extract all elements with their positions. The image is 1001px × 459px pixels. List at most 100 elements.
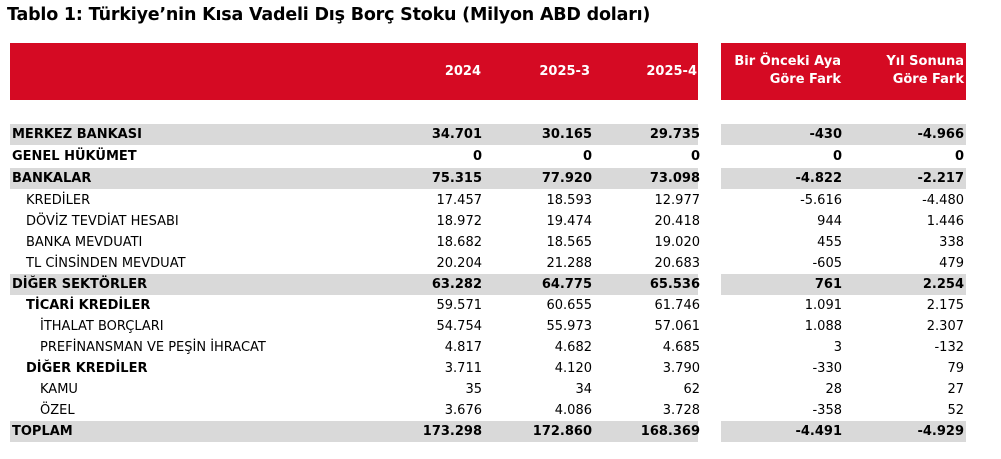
cell-yearly-diff: 2.307 — [926, 319, 964, 334]
header-col-2025-4: 2025-4 — [646, 64, 697, 79]
cell-monthly-diff: -605 — [812, 256, 842, 271]
row-label: BANKALAR — [12, 171, 92, 186]
cell-yearly-diff: 479 — [939, 256, 964, 271]
cell-2025-4: 20.683 — [654, 256, 701, 271]
cell-yearly-diff: -4.480 — [922, 193, 964, 208]
cell-2025-4: 3.790 — [662, 361, 700, 376]
table-row-tl-mevduat: TL CİNSİNDEN MEVDUAT 20.204 21.288 20.68… — [10, 253, 966, 274]
cell-2024: 35 — [465, 382, 482, 397]
cell-2025-4: 61.746 — [654, 298, 701, 313]
cell-2025-4: 57.061 — [654, 319, 701, 334]
row-label: TL CİNSİNDEN MEVDUAT — [26, 256, 186, 271]
cell-2025-3: 0 — [582, 149, 592, 164]
header-col-monthly-diff: Bir Önceki Aya Göre Fark — [734, 53, 841, 89]
cell-2024: 3.711 — [444, 361, 482, 376]
table-row-kamu: KAMU 35 34 62 28 27 — [10, 379, 966, 400]
table-row-toplam: TOPLAM 173.298 172.860 168.369 -4.491 -4… — [10, 421, 966, 442]
table-row-diger-sektorler: DİĞER SEKTÖRLER 63.282 64.775 65.536 761… — [10, 274, 966, 295]
header-col-2024: 2024 — [444, 64, 481, 79]
row-label: DİĞER SEKTÖRLER — [12, 277, 148, 292]
row-label: ÖZEL — [40, 403, 75, 418]
cell-2025-3: 30.165 — [541, 127, 592, 142]
cell-2024: 18.682 — [436, 235, 483, 250]
cell-2025-3: 4.682 — [554, 340, 592, 355]
row-label: DÖVİZ TEVDİAT HESABI — [26, 214, 179, 229]
cell-2025-4: 4.685 — [662, 340, 700, 355]
header-col-2025-3: 2025-3 — [539, 64, 590, 79]
cell-2024: 4.817 — [444, 340, 482, 355]
cell-2024: 34.701 — [431, 127, 482, 142]
cell-2024: 63.282 — [431, 277, 482, 292]
cell-yearly-diff: -132 — [934, 340, 964, 355]
cell-2025-4: 65.536 — [649, 277, 700, 292]
cell-yearly-diff: 27 — [947, 382, 964, 397]
cell-yearly-diff: -4.966 — [917, 127, 964, 142]
table-row-ozel: ÖZEL 3.676 4.086 3.728 -358 52 — [10, 400, 966, 421]
table-row-bankalar: BANKALAR 75.315 77.920 73.098 -4.822 -2.… — [10, 168, 966, 189]
cell-yearly-diff: 338 — [939, 235, 964, 250]
cell-2024: 20.204 — [436, 256, 483, 271]
cell-2025-3: 19.474 — [546, 214, 593, 229]
cell-monthly-diff: 761 — [814, 277, 842, 292]
cell-2025-3: 60.655 — [546, 298, 593, 313]
cell-2024: 59.571 — [436, 298, 483, 313]
cell-yearly-diff: 52 — [947, 403, 964, 418]
header-col-monthly-diff-line2: Göre Fark — [769, 72, 841, 87]
cell-2025-3: 172.860 — [532, 424, 592, 439]
cell-2025-3: 18.593 — [546, 193, 593, 208]
cell-2025-3: 4.120 — [554, 361, 592, 376]
row-label: İTHALAT BORÇLARI — [40, 319, 164, 334]
cell-monthly-diff: 3 — [833, 340, 842, 355]
cell-2024: 75.315 — [431, 171, 482, 186]
cell-2025-3: 18.565 — [546, 235, 593, 250]
cell-2025-3: 21.288 — [546, 256, 593, 271]
table-header-main: 2024 2025-3 2025-4 — [10, 43, 698, 100]
cell-monthly-diff: -4.491 — [795, 424, 842, 439]
cell-2025-3: 64.775 — [541, 277, 592, 292]
cell-2025-4: 12.977 — [654, 193, 701, 208]
cell-2025-3: 4.086 — [554, 403, 592, 418]
row-label: GENEL HÜKÜMET — [12, 149, 137, 164]
header-col-yearly-diff: Yıl Sonuna Göre Fark — [886, 53, 964, 89]
row-label: TOPLAM — [12, 424, 73, 439]
cell-yearly-diff: -2.217 — [917, 171, 964, 186]
table-row-merkez-bankasi: MERKEZ BANKASI 34.701 30.165 29.735 -430… — [10, 124, 966, 145]
cell-2025-4: 168.369 — [640, 424, 700, 439]
row-label: PREFİNANSMAN VE PEŞİN İHRACAT — [40, 340, 266, 355]
cell-yearly-diff: 0 — [954, 149, 964, 164]
cell-monthly-diff: -330 — [812, 361, 842, 376]
cell-monthly-diff: 0 — [832, 149, 842, 164]
table-header-diff: Bir Önceki Aya Göre Fark Yıl Sonuna Göre… — [721, 43, 966, 100]
cell-yearly-diff: 2.254 — [922, 277, 964, 292]
table-title: Tablo 1: Türkiye’nin Kısa Vadeli Dış Bor… — [7, 5, 651, 25]
row-label: MERKEZ BANKASI — [12, 127, 142, 142]
cell-monthly-diff: 455 — [817, 235, 842, 250]
cell-2025-4: 0 — [690, 149, 700, 164]
cell-monthly-diff: -358 — [812, 403, 842, 418]
cell-2024: 3.676 — [444, 403, 482, 418]
cell-monthly-diff: 944 — [817, 214, 842, 229]
table-row-genel-hukumet: GENEL HÜKÜMET 0 0 0 0 0 — [10, 146, 966, 167]
table-row-doviz-tevdiat: DÖVİZ TEVDİAT HESABI 18.972 19.474 20.41… — [10, 211, 966, 232]
cell-2025-4: 62 — [683, 382, 700, 397]
cell-2025-3: 55.973 — [546, 319, 593, 334]
row-label: TİCARİ KREDİLER — [26, 298, 151, 313]
header-col-monthly-diff-line1: Bir Önceki Aya — [734, 54, 841, 69]
row-label: KAMU — [40, 382, 78, 397]
cell-monthly-diff: 1.091 — [804, 298, 842, 313]
cell-monthly-diff: 1.088 — [804, 319, 842, 334]
cell-monthly-diff: -430 — [809, 127, 842, 142]
cell-2024: 173.298 — [422, 424, 482, 439]
header-col-yearly-diff-line2: Göre Fark — [892, 72, 964, 87]
cell-monthly-diff: 28 — [825, 382, 842, 397]
cell-2024: 18.972 — [436, 214, 483, 229]
cell-2025-4: 20.418 — [654, 214, 701, 229]
table-row-banka-mevduati: BANKA MEVDUATI 18.682 18.565 19.020 455 … — [10, 232, 966, 253]
cell-2024: 0 — [472, 149, 482, 164]
cell-monthly-diff: -5.616 — [800, 193, 842, 208]
cell-2025-4: 3.728 — [662, 403, 700, 418]
row-label: BANKA MEVDUATI — [26, 235, 143, 250]
cell-yearly-diff: 2.175 — [926, 298, 964, 313]
table-row-ticari-krediler: TİCARİ KREDİLER 59.571 60.655 61.746 1.0… — [10, 295, 966, 316]
row-label: DİĞER KREDİLER — [26, 361, 148, 376]
